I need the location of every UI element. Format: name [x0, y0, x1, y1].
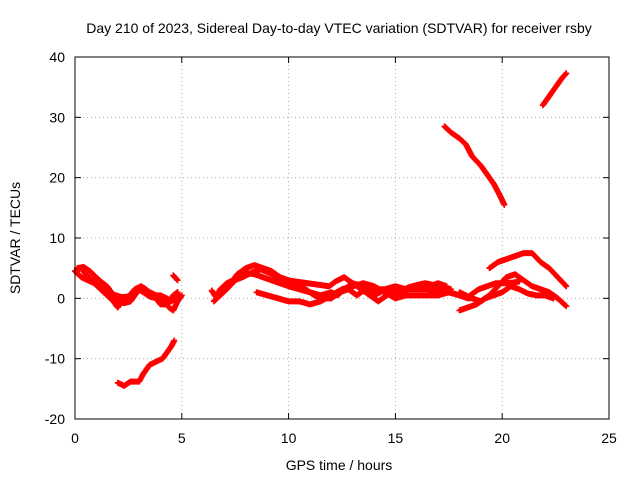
y-tick-label: 30 [49, 109, 65, 125]
y-tick-label: 20 [49, 170, 65, 186]
x-tick-label: 5 [178, 430, 186, 446]
x-tick-label: 0 [71, 430, 79, 446]
chart-title: Day 210 of 2023, Sidereal Day-to-day VTE… [86, 20, 592, 36]
series-track-9 [253, 280, 474, 308]
y-tick-label: -10 [45, 351, 65, 367]
data-points [114, 337, 178, 389]
x-tick-label: 20 [494, 430, 510, 446]
y-axis-label: SDTVAR / TECUs [7, 182, 23, 294]
series-track-15 [467, 278, 523, 299]
data-series [72, 70, 570, 389]
x-tick-label: 25 [601, 430, 617, 446]
x-tick-label: 15 [388, 430, 404, 446]
data-points [467, 278, 523, 299]
data-points [486, 250, 570, 290]
grid-lines [75, 57, 609, 419]
series-track-10 [441, 123, 508, 208]
series-track-11 [539, 70, 570, 109]
data-points [456, 283, 557, 314]
data-points [74, 263, 185, 314]
series-track-3 [74, 263, 185, 314]
series-track-5 [114, 337, 178, 389]
x-axis-label: GPS time / hours [286, 457, 393, 473]
y-tick-label: 0 [57, 290, 65, 306]
data-points [441, 123, 508, 208]
y-tick-label: -20 [45, 411, 65, 427]
data-points [539, 70, 570, 109]
data-points [170, 272, 181, 284]
series-track-14 [486, 250, 570, 290]
series-track-4 [170, 272, 181, 284]
y-tick-label: 10 [49, 230, 65, 246]
y-tick-label: 40 [49, 49, 65, 65]
axis-ticks: 0 5 10 15 20 25 -20 -10 0 10 20 30 40 [45, 49, 617, 446]
data-points [253, 280, 474, 308]
series-track-13 [456, 283, 557, 314]
x-tick-label: 10 [281, 430, 297, 446]
